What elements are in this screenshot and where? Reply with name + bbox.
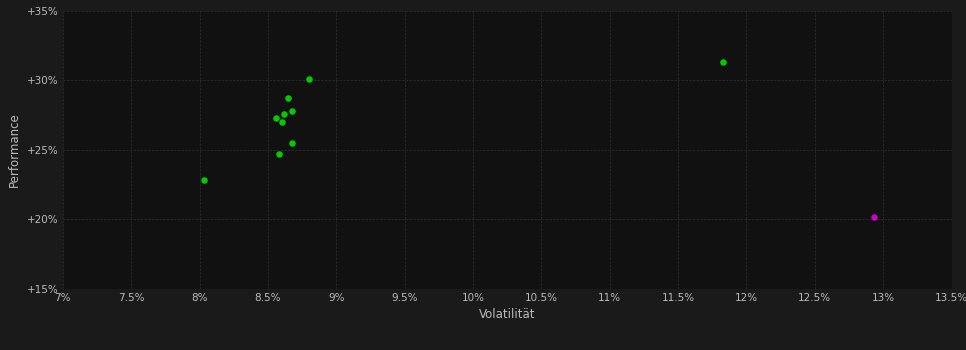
Point (273, 119, 289, 125)
Point (196, 177, 212, 182)
Point (281, 95, 297, 101)
Point (285, 141, 300, 146)
Point (269, 115, 284, 120)
Point (271, 151, 287, 156)
Point (301, 76, 317, 82)
X-axis label: Volatilität: Volatilität (479, 308, 535, 321)
Point (866, 214, 881, 220)
Point (276, 111, 292, 117)
Y-axis label: Performance: Performance (9, 112, 21, 187)
Point (716, 59, 731, 65)
Point (285, 108, 300, 114)
